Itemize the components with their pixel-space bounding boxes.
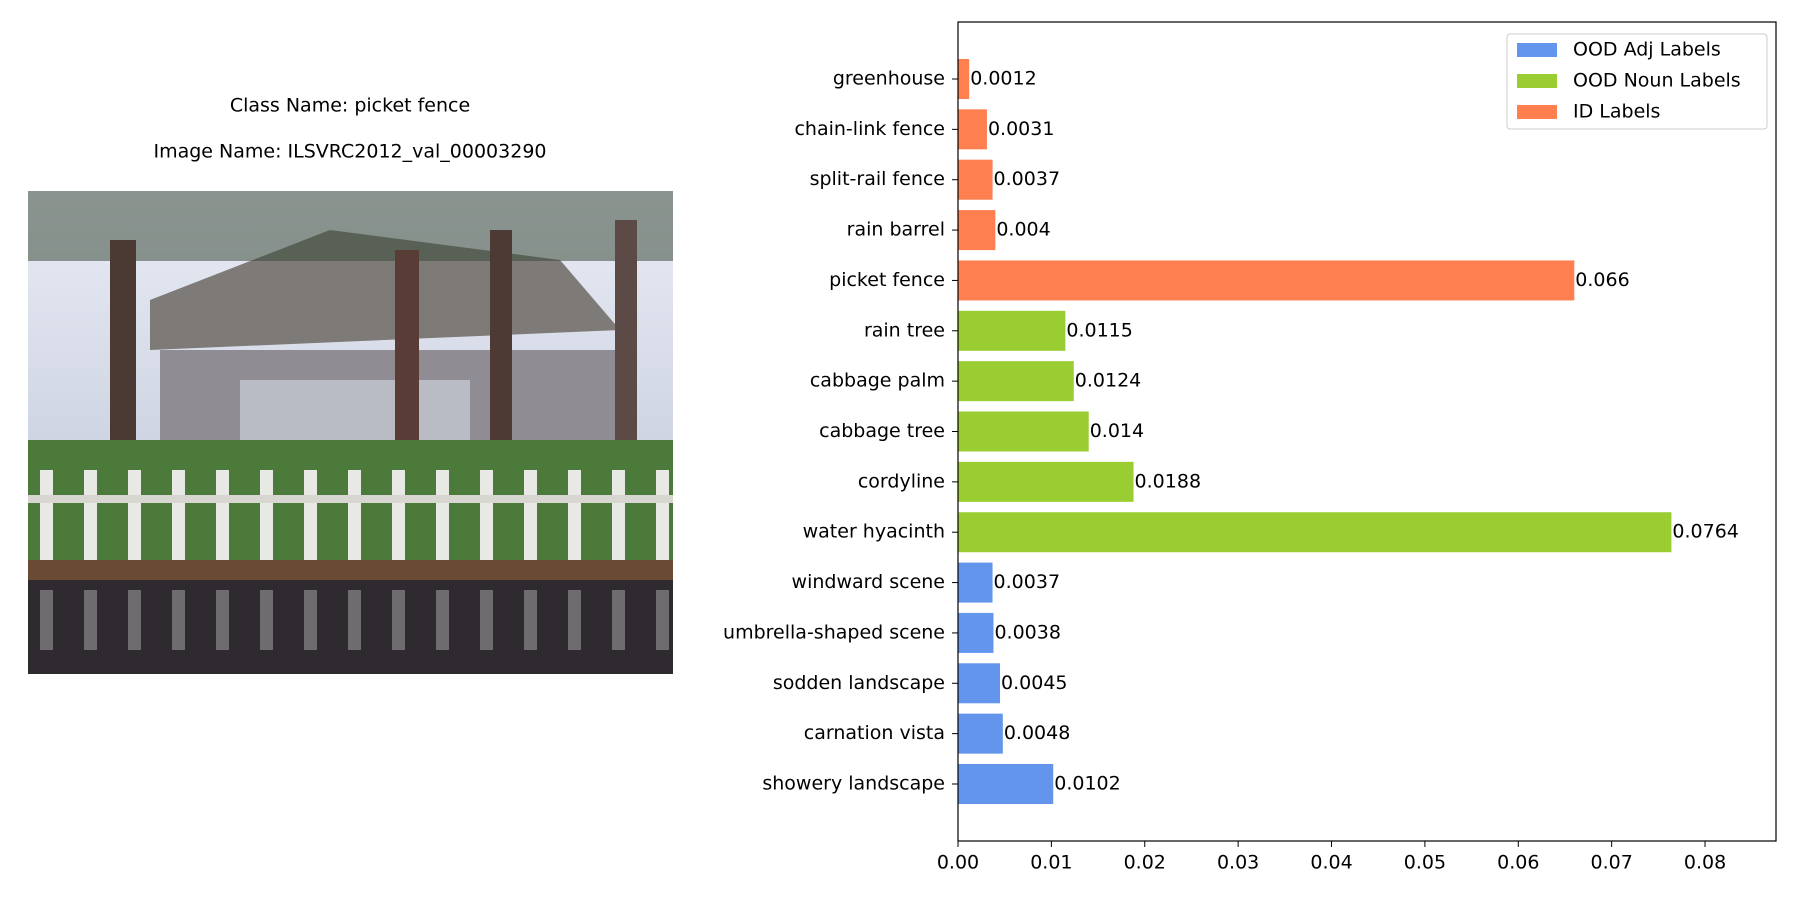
legend-box [1506, 33, 1768, 130]
bar [958, 512, 1672, 553]
x-tick-label: 0.01 [1030, 852, 1072, 874]
legend-swatch [1517, 43, 1557, 57]
value-label: 0.0037 [994, 571, 1060, 593]
bar [958, 310, 1066, 351]
value-label: 0.0188 [1135, 470, 1201, 492]
y-tick-label: rain barrel [847, 219, 945, 241]
y-tick-label: windward scene [792, 571, 945, 593]
value-label: 0.0124 [1075, 370, 1141, 392]
axes-frame [957, 21, 1777, 842]
value-label: 0.0048 [1004, 722, 1070, 744]
value-label: 0.0045 [1001, 672, 1067, 694]
value-label: 0.0012 [970, 68, 1036, 90]
bar [958, 764, 1054, 804]
photo [28, 191, 673, 674]
y-tick-label: cordyline [858, 470, 945, 492]
bar [958, 663, 1001, 704]
value-label: 0.066 [1575, 269, 1629, 291]
value-label: 0.0764 [1672, 521, 1738, 543]
y-tick-label: picket fence [829, 269, 945, 291]
y-tick-label: water hyacinth [803, 521, 945, 543]
x-tick-label: 0.04 [1310, 852, 1352, 874]
y-tick-label: cabbage tree [819, 420, 945, 442]
bar [958, 612, 994, 653]
legend-label: ID Labels [1573, 101, 1660, 123]
bar [958, 59, 970, 99]
bar [958, 109, 987, 150]
y-tick-label: showery landscape [762, 773, 945, 795]
x-tick-label: 0.05 [1404, 852, 1446, 874]
bar [958, 411, 1089, 452]
y-tick-label: cabbage palm [810, 370, 945, 392]
y-tick-label: umbrella-shaped scene [723, 621, 945, 643]
bar [958, 713, 1003, 754]
y-tick-label: sodden landscape [773, 672, 945, 694]
y-tick-label: carnation vista [804, 722, 945, 744]
legend-swatch [1517, 105, 1557, 119]
value-label: 0.004 [996, 219, 1050, 241]
bar [958, 210, 996, 251]
class-name: Class Name: picket fence [230, 95, 470, 117]
value-label: 0.0115 [1066, 319, 1132, 341]
y-tick-label: greenhouse [833, 68, 945, 90]
legend-swatch [1517, 74, 1557, 88]
y-tick-label: split-rail fence [810, 168, 945, 190]
value-label: 0.0037 [994, 168, 1060, 190]
bar [958, 260, 1575, 301]
x-tick-label: 0.03 [1217, 852, 1259, 874]
y-tick-label: chain-link fence [794, 118, 945, 140]
x-tick-label: 0.02 [1124, 852, 1166, 874]
x-tick-label: 0.08 [1684, 852, 1726, 874]
value-label: 0.0031 [988, 118, 1054, 140]
bar-chart: 0.00 0.01 0.02 0.03 0.04 0.05 0.06 0.07 0.08 gree… [723, 33, 1768, 874]
y-tick-label: rain tree [864, 319, 945, 341]
value-label: 0.0102 [1054, 773, 1120, 795]
bar [958, 159, 993, 200]
bar [958, 361, 1074, 402]
image-name: Image Name: ILSVRC2012_val_00003290 [153, 141, 546, 163]
x-tick-label: 0.00 [937, 852, 979, 874]
bar [958, 461, 1134, 502]
x-tick-label: 0.07 [1590, 852, 1632, 874]
legend-label: OOD Noun Labels [1573, 70, 1741, 92]
value-label: 0.0038 [994, 621, 1060, 643]
x-tick-label: 0.06 [1497, 852, 1539, 874]
bar [958, 562, 993, 603]
legend-label: OOD Adj Labels [1573, 39, 1721, 61]
value-label: 0.014 [1090, 420, 1144, 442]
